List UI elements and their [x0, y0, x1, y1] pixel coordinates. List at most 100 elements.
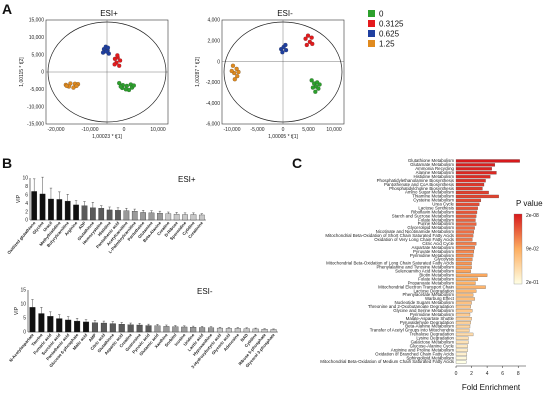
scatter-point: [124, 83, 129, 88]
y-tick-label: 6: [25, 193, 28, 199]
x-axis-label: 1,00005 * t[1]: [268, 134, 298, 140]
vip-bar: [181, 326, 188, 333]
pathway-label: Galactose Metabolism: [411, 340, 455, 345]
scatter-point: [315, 80, 320, 85]
enrichment-bar: [455, 202, 480, 206]
enrichment-bar: [455, 198, 482, 203]
pathway-label: Beta-Alanine Metabolism: [405, 324, 454, 329]
colorbar-title: P value: [516, 199, 543, 208]
enrichment-bar: [455, 171, 497, 175]
x-tick-label: 10,000: [150, 127, 166, 133]
pathway-label: Glycerolipid Metabolism: [407, 225, 454, 230]
scatter-point: [74, 83, 79, 88]
y-tick-label: 0: [217, 59, 220, 65]
x-tick-label: 10,000: [326, 127, 342, 133]
pathway-label: Lactose Synthesis: [418, 205, 454, 210]
vip-bar: [115, 210, 121, 221]
vip-bar: [225, 328, 232, 333]
y-tick-label: 4,000: [207, 18, 220, 24]
enrichment-bar: [455, 340, 469, 344]
enrichment-bar: [455, 222, 477, 226]
colorbar: [513, 213, 523, 285]
scatter-point: [131, 83, 136, 88]
scatter-point: [230, 63, 236, 68]
pathway-label: Oxidation of Branched Chain Fatty Acids: [375, 351, 455, 356]
scatter-point: [310, 85, 315, 90]
enrichment-bar: [455, 328, 470, 333]
scatter-point: [64, 83, 69, 88]
x-tick-label: 0: [123, 127, 126, 133]
pathway-label: Warburg Effect: [425, 296, 455, 301]
enrichment-bar: [455, 269, 471, 273]
vip-category-label: N-Acetylaspartate: [8, 332, 35, 363]
vip-bar: [131, 211, 138, 221]
pathway-label: Urea Cycle: [432, 202, 454, 207]
vip-bar: [163, 326, 170, 333]
scatter-point: [304, 42, 309, 48]
vip-bar: [83, 321, 90, 333]
enrichment-bar: [455, 214, 477, 218]
scatter-point: [229, 68, 234, 74]
vip-bar: [123, 210, 130, 221]
pathway-label: Amino Sugar Metabolism: [405, 190, 454, 195]
enrichment-bar: [455, 297, 475, 301]
y-tick-label: 10: [22, 176, 28, 182]
scatter-point: [118, 84, 123, 89]
enrichment-bar: [455, 301, 472, 305]
enrichment-bar: [455, 226, 475, 230]
enrichment-bar: [455, 285, 486, 289]
pathway-label: Glucose-Alanine Cycle: [410, 343, 455, 348]
scatter-point: [117, 63, 122, 68]
vip-bar: [216, 327, 223, 333]
panel-label-c: C: [292, 155, 302, 171]
enrichment-bar: [455, 253, 474, 258]
pathway-label: Histidine Metabolism: [413, 174, 454, 179]
pathway-label: Citric Acid Cycle: [422, 241, 454, 246]
vip-category-label: AMP: [87, 332, 97, 343]
vip-bar: [140, 212, 146, 221]
x-tick-label: 0: [282, 127, 285, 133]
scatter-esi-neg: 4,000 2,000 0 -2,000 -4,000 -6,000 -10,000 -5,0…: [195, 9, 345, 140]
pathway-label: Biotin Metabolism: [419, 272, 454, 277]
vip-bar: [270, 329, 277, 333]
y-tick-label: 5: [23, 316, 26, 322]
pathway-label: Pantothenate and CoA Biosynthesis: [384, 182, 455, 187]
scatter-point: [309, 35, 314, 40]
pathway-label: Folate Metabolism: [418, 276, 454, 281]
pathway-label: Lysine Degradation: [416, 336, 454, 341]
pathway-label: Phosphatidylethanolamine Biosynthesis: [377, 178, 455, 183]
y-tick-label: 0: [23, 330, 26, 336]
pathway-label: Propanoate Metabolism: [408, 280, 455, 285]
enrichment-bar: [455, 336, 469, 340]
x-tick-label: -5,000: [250, 127, 264, 133]
scatter-title: ESI-: [277, 9, 293, 18]
y-tick-label: 10: [20, 302, 26, 308]
x-tick-label: -10,000: [82, 127, 99, 133]
enrichment-bar: [455, 320, 471, 325]
pathway-label: Threonine and 2-Oxobutanoate Degradation: [368, 304, 455, 309]
y-axis-label: 1,00287 * t[2]: [195, 57, 201, 87]
enrichment-bar: [455, 230, 475, 234]
scatter-title: ESI+: [100, 9, 118, 18]
vip-bar: [48, 198, 54, 221]
enrichment-bar: [455, 175, 491, 179]
pathway-label: Aspartate Metabolism: [412, 245, 455, 250]
vip-bar: [56, 199, 63, 221]
pathway-label: Nicotinate and Nicotinamide Metabolism: [376, 229, 455, 234]
vip-title: ESI+: [178, 175, 196, 184]
legend-swatch: [368, 40, 375, 47]
pathway-label: Alanine Metabolism: [416, 170, 455, 175]
enrichment-bar: [455, 234, 474, 238]
scatter-point: [117, 80, 122, 86]
legend-swatch: [368, 20, 375, 27]
scatter-point: [235, 74, 240, 79]
scatter-point: [232, 77, 237, 82]
enrichment-bar: [455, 238, 473, 242]
vip-chart-esi-neg: 151050VIPESI-N-AcetylaspartateTaurineFum…: [8, 287, 278, 369]
vip-bar: [148, 212, 155, 221]
legend-swatch: [368, 30, 375, 37]
vip-bar: [172, 326, 179, 333]
scatter-point: [316, 86, 321, 91]
